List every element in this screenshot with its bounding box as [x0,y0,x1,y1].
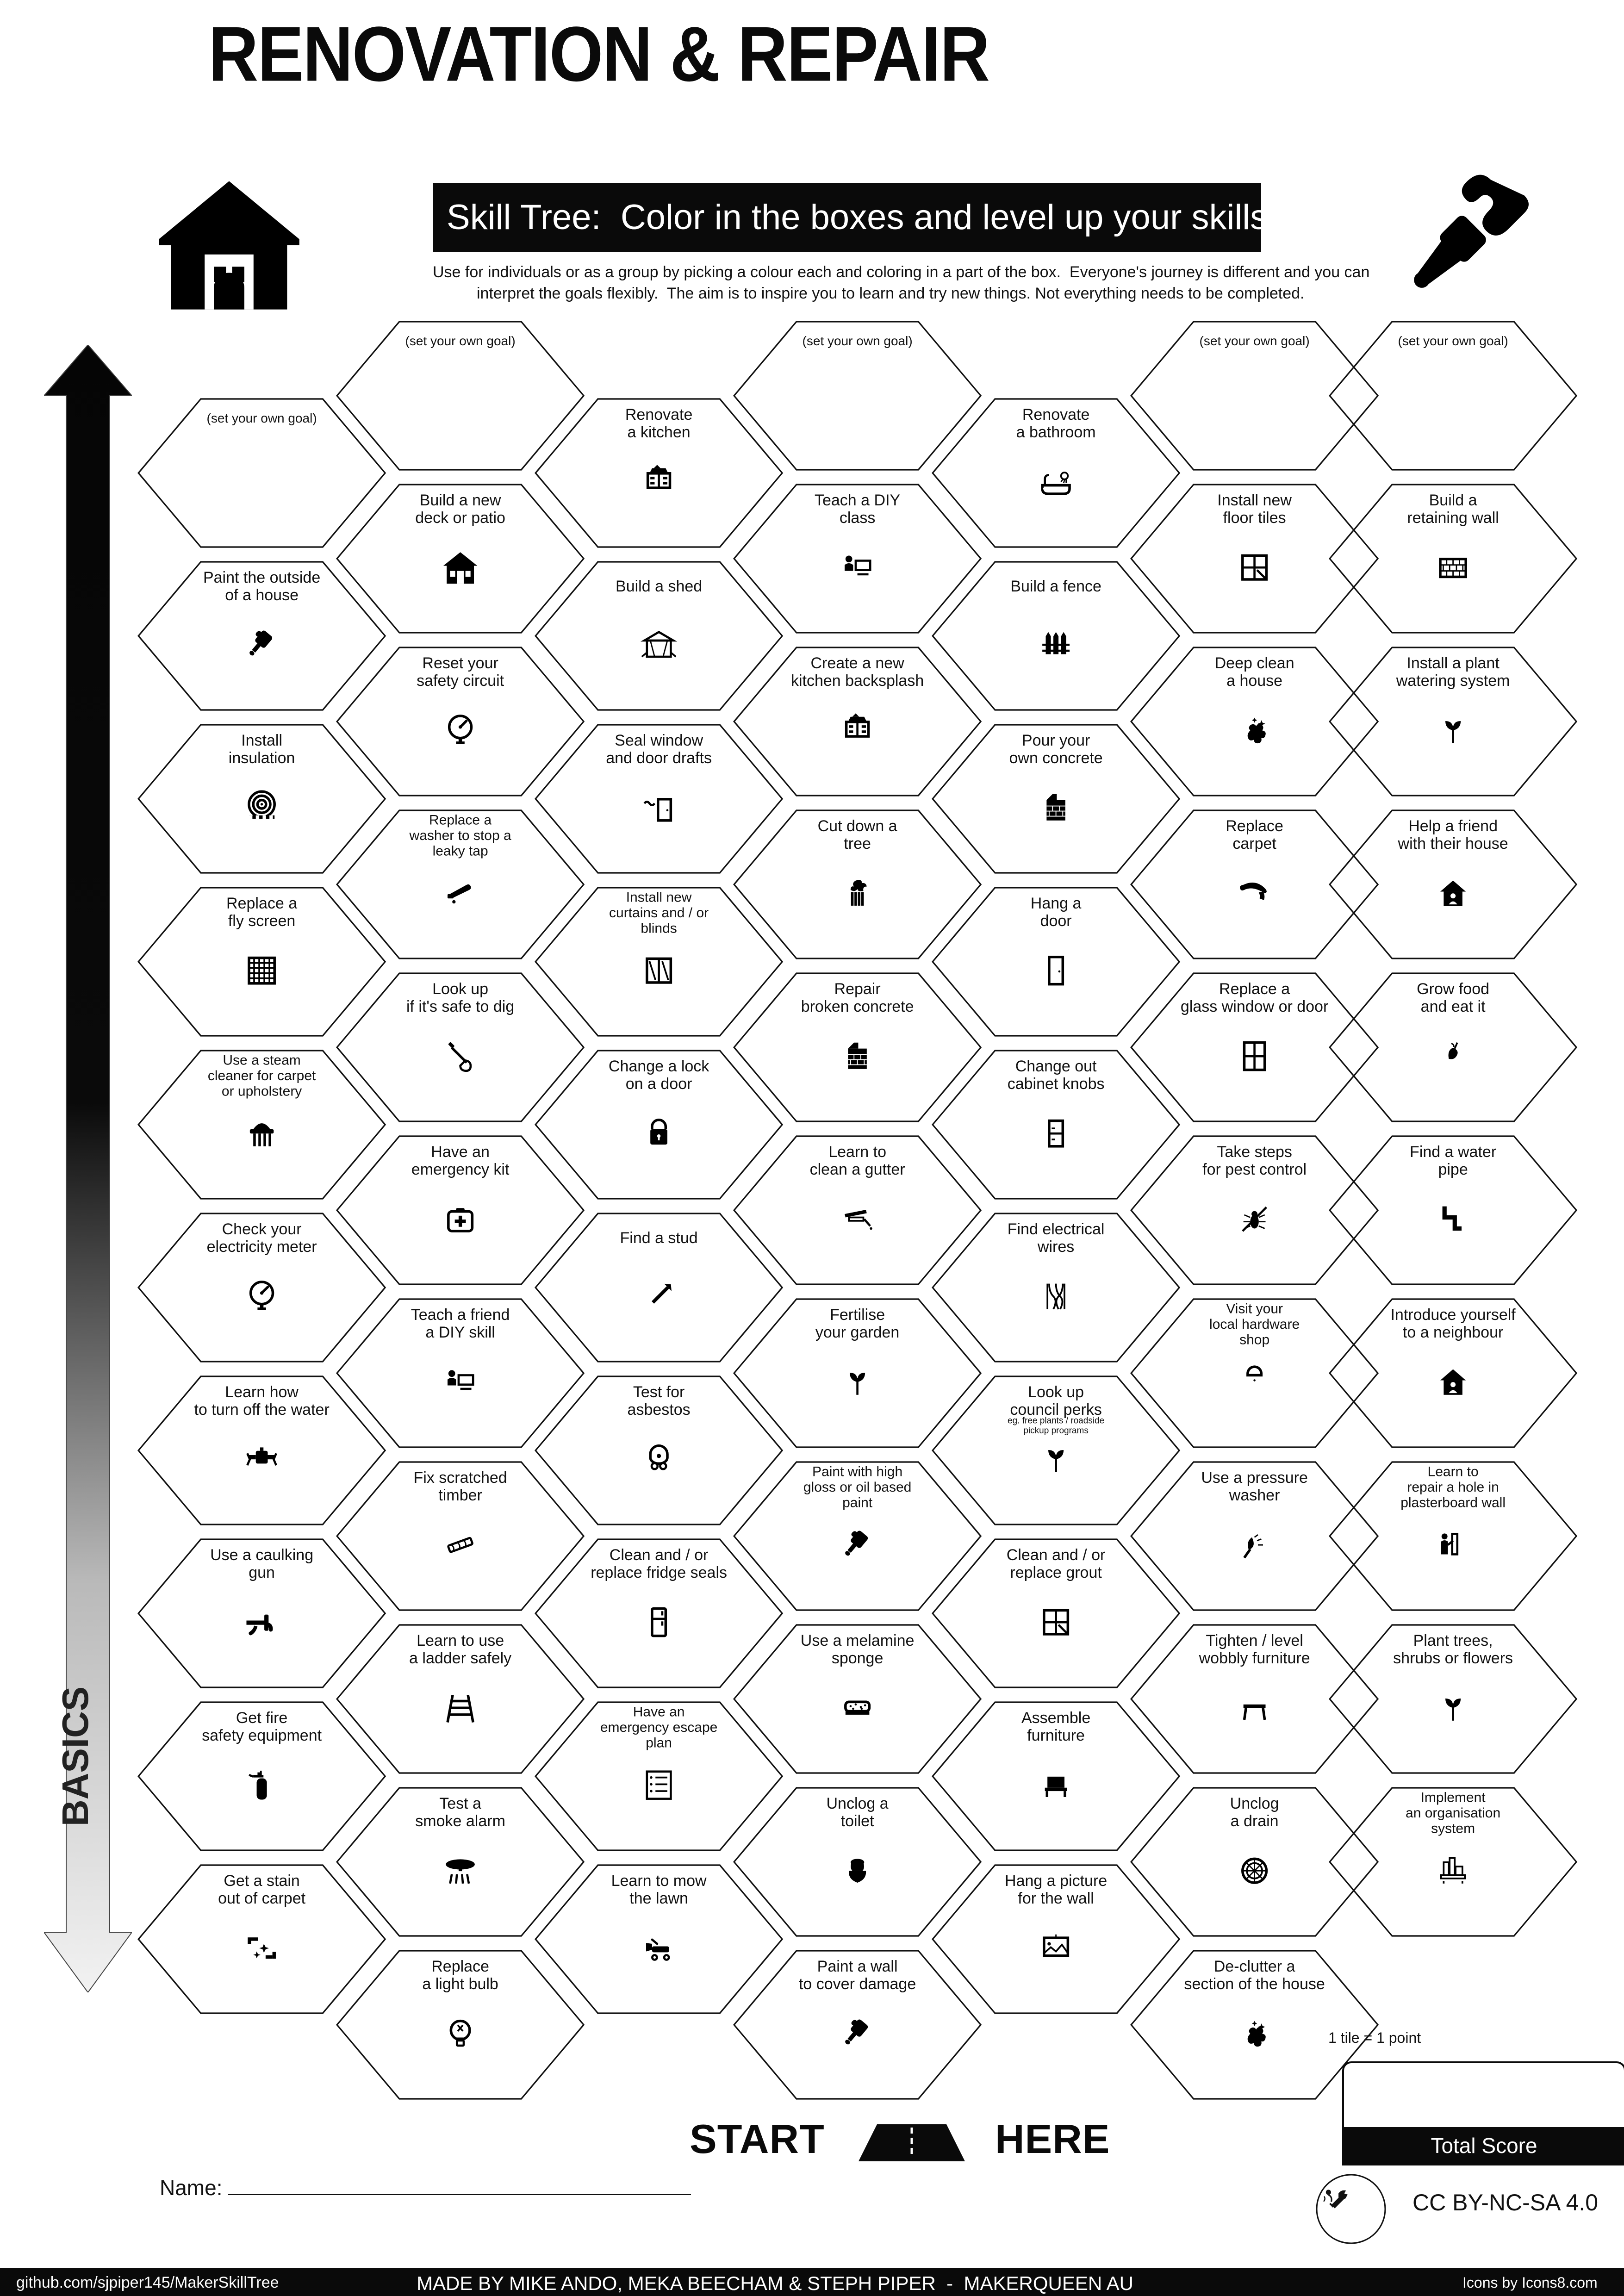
svg-text:Build a fence: Build a fence [1010,578,1101,595]
svg-text:Plant trees,shrubs or flowers: Plant trees, shrubs or flowers [1393,1632,1513,1667]
svg-text:Build a shed: Build a shed [616,578,702,595]
svg-text:(set your own goal): (set your own goal) [803,334,913,348]
svg-text:Find a stud: Find a stud [620,1229,697,1247]
svg-text:START: START [690,2116,825,2162]
svg-text:(set your own goal): (set your own goal) [1398,334,1508,348]
svg-text:HERE: HERE [995,2116,1110,2162]
svg-text:(set your own goal): (set your own goal) [405,334,516,348]
svg-text:(set your own goal): (set your own goal) [1200,334,1310,348]
svg-text:(set your own goal): (set your own goal) [207,411,317,425]
